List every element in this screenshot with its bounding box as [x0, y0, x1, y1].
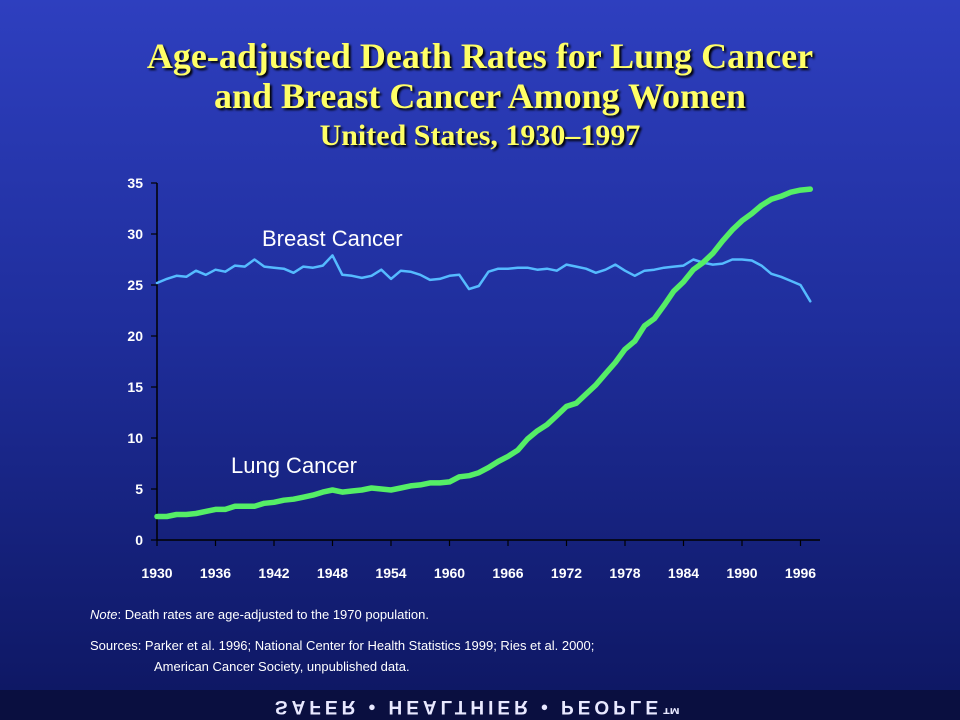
footer-logo-text: SAFER • HEALTHIER • PEOPLE™	[274, 696, 686, 717]
series-line-lung-cancer	[154, 186, 814, 520]
series-label-lung: Lung Cancer	[231, 453, 357, 478]
note-text: : Death rates are age-adjusted to the 19…	[117, 607, 429, 622]
x-tick-label: 1996	[785, 565, 816, 581]
y-tick-label: 0	[135, 532, 143, 548]
x-tick-label: 1948	[317, 565, 348, 581]
chart-axes	[156, 183, 820, 541]
y-tick-label: 25	[127, 277, 143, 293]
sources-line-2: American Cancer Society, unpublished dat…	[154, 659, 410, 674]
y-tick-label: 10	[127, 430, 143, 446]
x-tick-label: 1966	[492, 565, 523, 581]
title-line-3: United States, 1930–1997	[319, 119, 641, 152]
note-label: Note	[90, 607, 118, 622]
x-tick-label: 1930	[141, 565, 172, 581]
series-label-breast: Breast Cancer	[262, 226, 403, 251]
x-tick-label: 1978	[609, 565, 640, 581]
chart-sources: Sources: Parker et al. 1996; National Ce…	[90, 635, 594, 677]
x-tick-label: 1942	[258, 565, 289, 581]
chart-title: Age-adjusted Death Rates for Lung Cancer…	[0, 36, 960, 156]
x-axis-ticks: 1930 1936 1942 1948 1954 1960 1966 1972 1978 1984…	[141, 540, 816, 581]
y-tick-label: 30	[127, 226, 143, 242]
chart-series	[154, 186, 814, 520]
y-tick-label: 20	[127, 328, 143, 344]
y-tick-label: 5	[135, 481, 143, 497]
y-tick-label: 15	[127, 379, 143, 395]
x-tick-label: 1984	[668, 565, 699, 581]
sources-line-1: Sources: Parker et al. 1996; National Ce…	[90, 638, 595, 653]
y-axis-ticks: 0 5 10 15 20 25 30 35	[127, 175, 157, 548]
series-line-breast-cancer	[155, 254, 812, 303]
y-tick-label: 35	[127, 175, 143, 191]
x-tick-label: 1954	[375, 565, 406, 581]
x-tick-label: 1960	[434, 565, 465, 581]
x-tick-label: 1972	[551, 565, 582, 581]
chart-note: Note: Death rates are age-adjusted to th…	[90, 607, 429, 622]
title-line-1: Age-adjusted Death Rates for Lung Cancer	[146, 36, 814, 76]
x-tick-label: 1990	[726, 565, 757, 581]
x-tick-label: 1936	[200, 565, 231, 581]
footer-bar	[0, 690, 960, 720]
title-line-2: and Breast Cancer Among Women	[213, 76, 747, 116]
